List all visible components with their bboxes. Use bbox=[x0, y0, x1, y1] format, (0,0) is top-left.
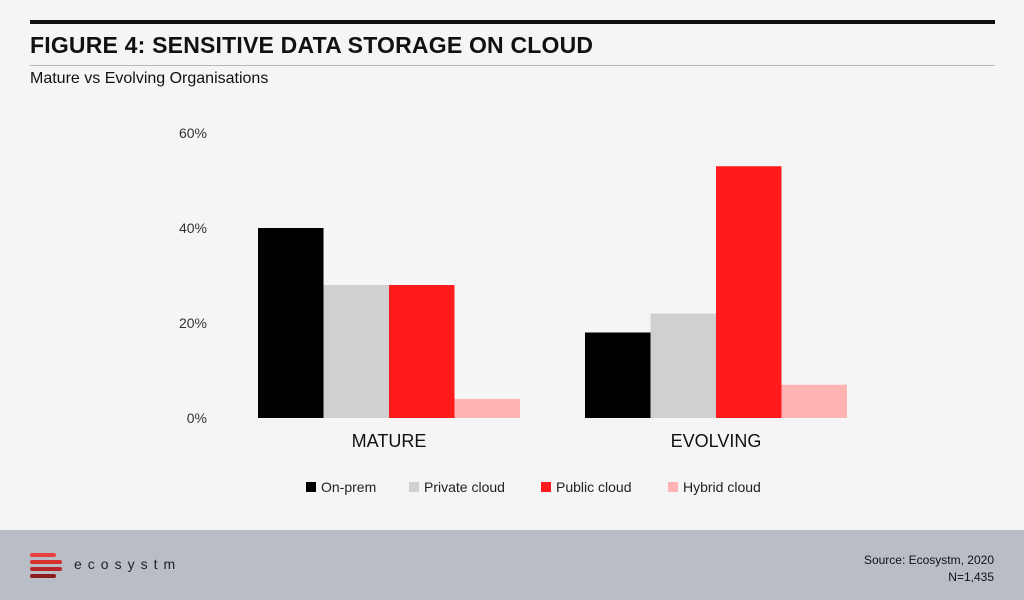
top-rule bbox=[30, 20, 995, 24]
logo-bar-1 bbox=[30, 553, 56, 557]
chart-title: FIGURE 4: SENSITIVE DATA STORAGE ON CLOU… bbox=[30, 32, 594, 58]
x-category-label: MATURE bbox=[352, 431, 427, 451]
legend-swatch bbox=[306, 482, 316, 492]
legend-label: Hybrid cloud bbox=[683, 479, 761, 495]
logo-bar-3 bbox=[30, 567, 62, 571]
brand-name: ecosystm bbox=[74, 556, 182, 572]
bar bbox=[323, 285, 389, 418]
legend-label: On-prem bbox=[321, 479, 376, 495]
y-tick-label: 0% bbox=[187, 410, 207, 426]
bar-chart: 0% 20% 40% 60% MATURE EVOLVING On-prem Private … bbox=[179, 125, 847, 495]
source-text: Source: Ecosystm, 2020 bbox=[863, 553, 994, 567]
y-tick-label: 20% bbox=[179, 315, 207, 331]
bar bbox=[389, 285, 455, 418]
legend-swatch bbox=[668, 482, 678, 492]
logo-bar-2 bbox=[30, 560, 62, 564]
ecosystm-logo: ecosystm bbox=[30, 550, 200, 584]
bar bbox=[454, 399, 520, 418]
y-tick-label: 60% bbox=[179, 125, 207, 141]
logo-bar-4 bbox=[30, 574, 56, 578]
title-divider bbox=[30, 65, 995, 66]
bar bbox=[716, 166, 782, 418]
bar bbox=[585, 332, 651, 418]
x-category-label: EVOLVING bbox=[671, 431, 762, 451]
bar bbox=[650, 313, 716, 418]
footer-band: ecosystm Source: Ecosystm, 2020 N=1,435 bbox=[0, 530, 1024, 600]
bar bbox=[258, 228, 324, 418]
chart-subtitle: Mature vs Evolving Organisations bbox=[30, 70, 269, 87]
legend-swatch bbox=[541, 482, 551, 492]
legend-label: Public cloud bbox=[556, 479, 632, 495]
sample-size: N=1,435 bbox=[948, 570, 994, 584]
bar bbox=[781, 384, 847, 418]
legend-swatch bbox=[409, 482, 419, 492]
y-tick-label: 40% bbox=[179, 220, 207, 236]
source-note: Source: Ecosystm, 2020 N=1,435 bbox=[864, 552, 994, 586]
legend-label: Private cloud bbox=[424, 479, 505, 495]
